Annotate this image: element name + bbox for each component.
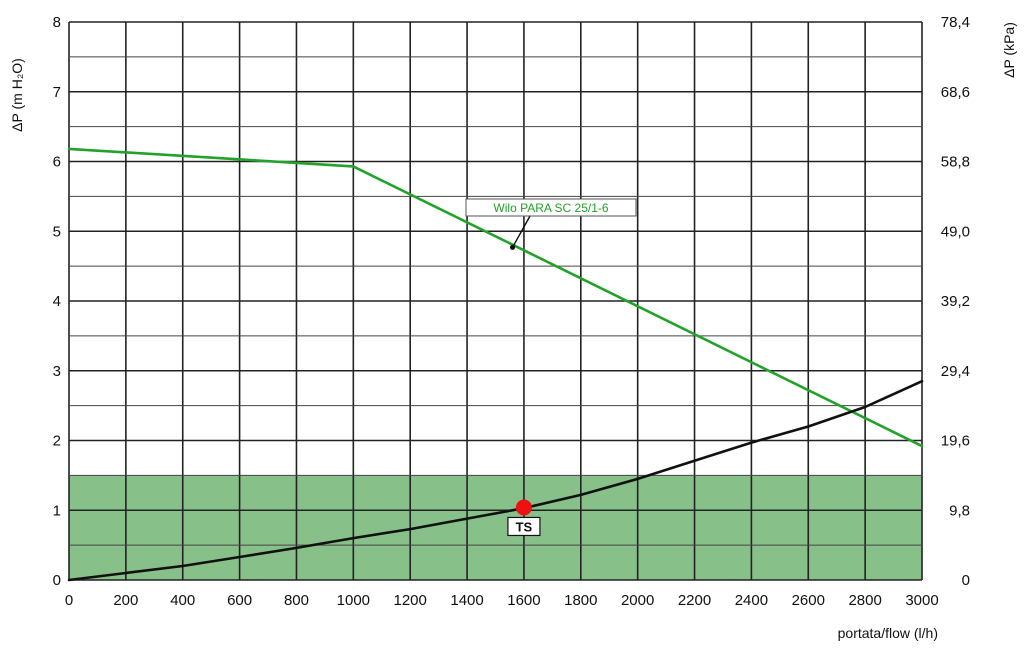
annotations: Wilo PARA SC 25/1-6 TS — [465, 198, 637, 537]
y-right-tick-label: 39,2 — [941, 293, 970, 310]
y-left-tick-label: 2 — [53, 433, 61, 450]
y-right-tick-label: 29,4 — [941, 363, 970, 380]
x-tick-label: 1000 — [337, 592, 370, 609]
x-tick-label: 1800 — [564, 592, 597, 609]
pump-curve-line — [67, 147, 924, 448]
y-axis-left-title: ΔP (m H₂O) — [9, 58, 25, 132]
x-tick-label: 1200 — [394, 592, 427, 609]
x-tick-label: 200 — [113, 592, 138, 609]
series-label-anchor-dot — [509, 244, 516, 250]
x-tick-label: 400 — [170, 592, 195, 609]
y-right-tick-label: 49,0 — [941, 223, 970, 240]
series-label-leader — [511, 215, 531, 248]
x-tick-label: 0 — [65, 592, 73, 609]
y-right-tick-label: 9,8 — [949, 502, 970, 519]
y-left-tick-labels: 0 1 2 3 4 5 6 7 8 — [53, 14, 61, 589]
x-tick-label: 1400 — [450, 592, 483, 609]
y-axis-right-title: ΔP (kPa) — [1001, 22, 1017, 78]
x-tick-label: 800 — [284, 592, 309, 609]
y-right-tick-label: 58,8 — [941, 154, 970, 171]
y-left-tick-label: 0 — [53, 572, 61, 589]
x-tick-label: 2000 — [621, 592, 654, 609]
ts-label-box — [507, 516, 541, 537]
y-right-tick-label: 19,6 — [941, 433, 970, 450]
y-left-tick-label: 8 — [53, 14, 61, 31]
y-right-tick-label: 0 — [962, 572, 970, 589]
y-right-tick-labels: 0 9,8 19,6 29,4 39,2 49,0 58,8 68,6 78,4 — [941, 14, 970, 589]
x-axis-title: portata/flow (l/h) — [838, 625, 938, 641]
y-right-tick-label: 68,6 — [941, 84, 970, 101]
y-left-tick-label: 6 — [53, 154, 61, 171]
system-curve-line — [67, 379, 924, 582]
x-tick-label: 2600 — [792, 592, 825, 609]
y-left-tick-label: 1 — [53, 502, 61, 519]
y-left-tick-label: 7 — [53, 84, 61, 101]
y-left-tick-label: 4 — [53, 293, 61, 310]
y-left-tick-label: 5 — [53, 223, 61, 240]
x-tick-label: 2400 — [735, 592, 768, 609]
grid — [68, 21, 923, 581]
series-label-text: Wilo PARA SC 25/1-6 — [493, 201, 608, 215]
x-tick-labels: 0 200 400 600 800 1000 1200 1400 1600 1800 2000 220… — [65, 592, 939, 609]
y-right-tick-label: 78,4 — [941, 14, 970, 31]
ts-label-text: TS — [516, 519, 533, 534]
x-tick-label: 1600 — [507, 592, 540, 609]
x-tick-label: 600 — [227, 592, 252, 609]
ts-point-marker — [515, 499, 532, 516]
y-left-tick-label: 3 — [53, 363, 61, 380]
x-tick-label: 2800 — [848, 592, 881, 609]
series-lines — [67, 147, 924, 582]
series-label-box — [465, 198, 637, 217]
x-tick-label: 3000 — [905, 592, 938, 609]
x-tick-label: 2200 — [678, 592, 711, 609]
